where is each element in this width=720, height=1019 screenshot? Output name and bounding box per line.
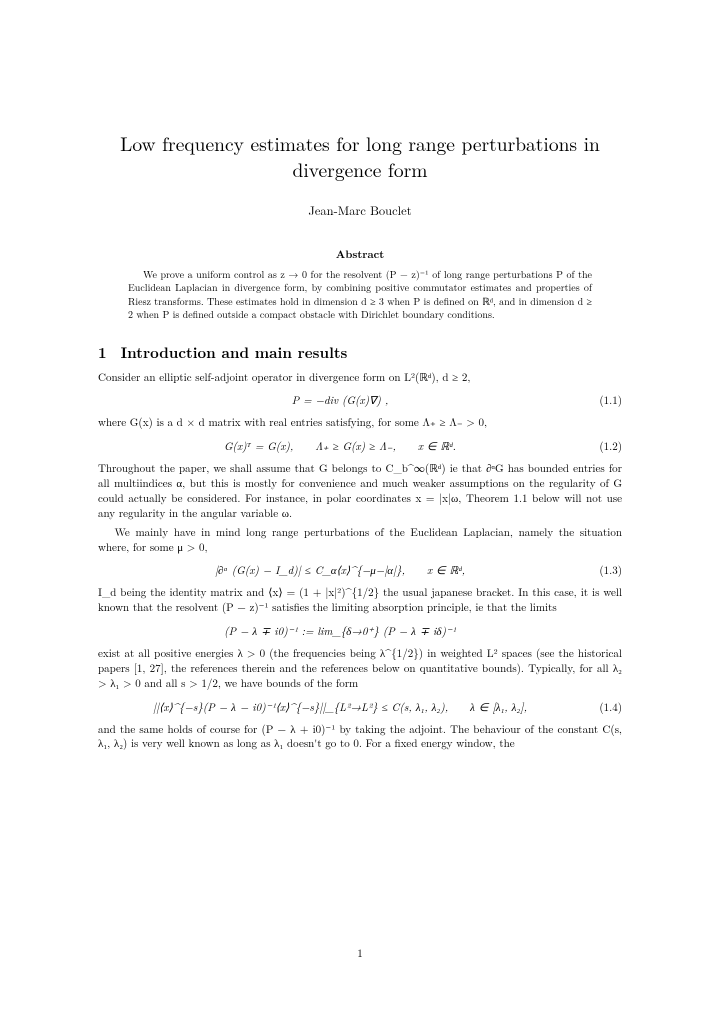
equation-number: (1.3) xyxy=(582,563,622,578)
equation-body: G(x)ᵀ = G(x), Λ₊ ≥ G(x) ≥ Λ₋, x ∈ ℝᵈ. xyxy=(98,439,582,454)
paragraph: where G(x) is a d × d matrix with real e… xyxy=(98,416,622,431)
paragraph: I_d being the identity matrix and ⟨x⟩ = … xyxy=(98,586,622,616)
equation-body: (P − λ ∓ i0)⁻¹ := lim_{δ→0⁺} (P − λ ∓ iδ… xyxy=(98,624,582,639)
equation-body: ||⟨x⟩^{−s}(P − λ − i0)⁻¹⟨x⟩^{−s}||_{L²→L… xyxy=(98,700,582,715)
equation: (P − λ ∓ i0)⁻¹ := lim_{δ→0⁺} (P − λ ∓ iδ… xyxy=(98,624,622,639)
paragraph: and the same holds of course for (P − λ … xyxy=(98,723,622,753)
equation-body: P = −div (G(x)∇) , xyxy=(98,393,582,408)
equation-number: (1.2) xyxy=(582,439,622,454)
equation-number: (1.4) xyxy=(582,700,622,715)
page-number: 1 xyxy=(0,946,720,961)
abstract-heading: Abstract xyxy=(98,247,622,262)
paper-title: Low frequency estimates for long range p… xyxy=(98,130,622,183)
paper-page: Low frequency estimates for long range p… xyxy=(0,0,720,1019)
equation-body: |∂ᵅ (G(x) − I_d)| ≤ C_α⟨x⟩^{−μ−|α|}, x ∈… xyxy=(98,563,582,578)
equation: ||⟨x⟩^{−s}(P − λ − i0)⁻¹⟨x⟩^{−s}||_{L²→L… xyxy=(98,700,622,715)
paragraph: exist at all positive energies λ > 0 (th… xyxy=(98,647,622,692)
paper-author: Jean-Marc Bouclet xyxy=(98,201,622,219)
equation: G(x)ᵀ = G(x), Λ₊ ≥ G(x) ≥ Λ₋, x ∈ ℝᵈ. (1… xyxy=(98,439,622,454)
equation: |∂ᵅ (G(x) − I_d)| ≤ C_α⟨x⟩^{−μ−|α|}, x ∈… xyxy=(98,563,622,578)
paragraph: We mainly have in mind long range pertur… xyxy=(98,526,622,556)
section-heading: 1 Introduction and main results xyxy=(98,342,622,363)
section-title: Introduction and main results xyxy=(121,342,348,363)
paragraph: Throughout the paper, we shall assume th… xyxy=(98,462,622,521)
paragraph: Consider an elliptic self-adjoint operat… xyxy=(98,371,622,386)
abstract-text: We prove a uniform control as z → 0 for … xyxy=(128,268,592,322)
equation: P = −div (G(x)∇) , (1.1) xyxy=(98,393,622,408)
equation-number: (1.1) xyxy=(582,393,622,408)
section-number: 1 xyxy=(98,342,107,363)
